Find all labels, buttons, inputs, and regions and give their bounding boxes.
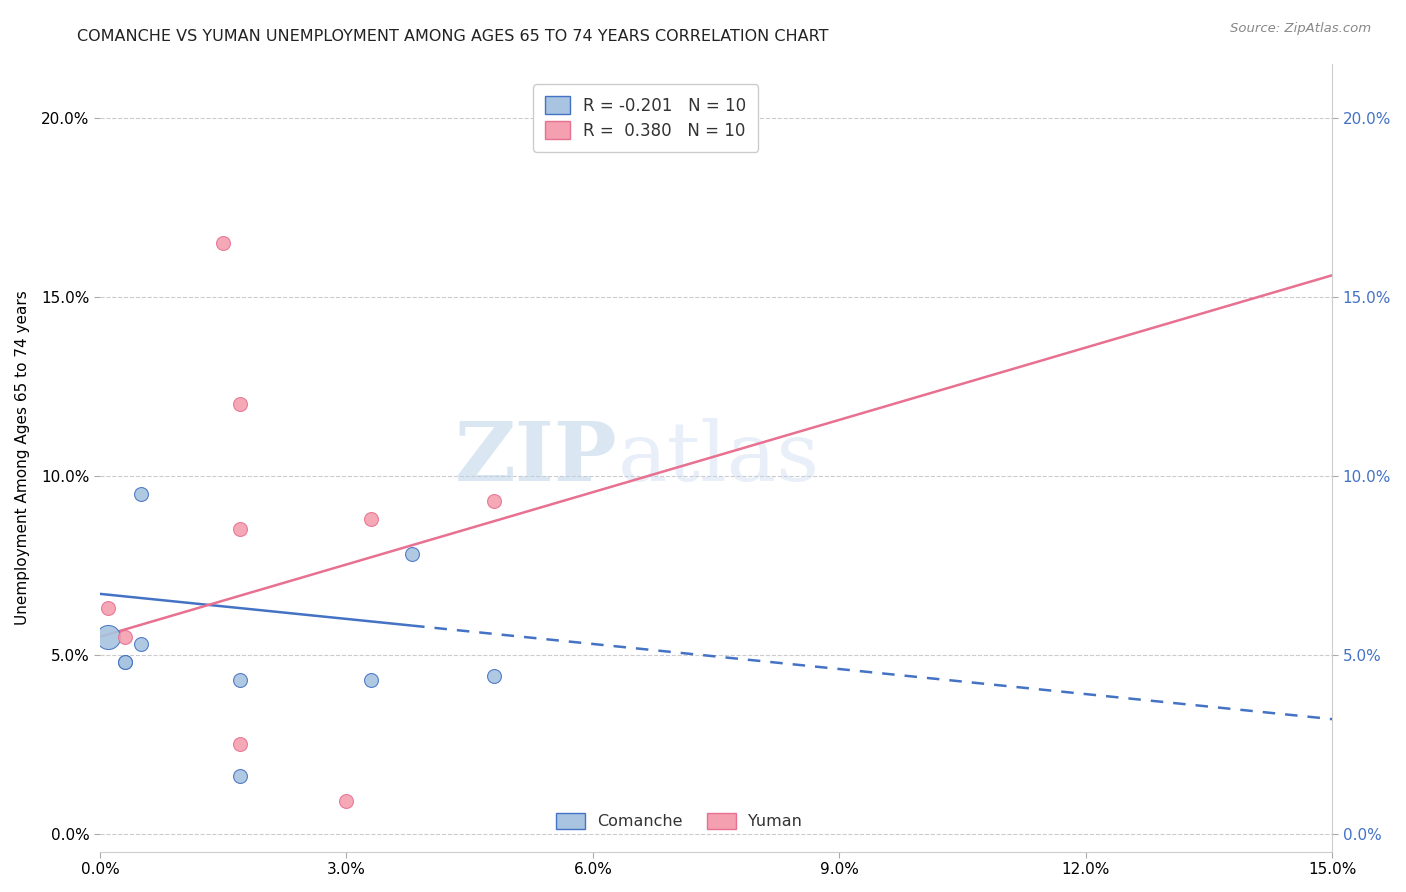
Text: Source: ZipAtlas.com: Source: ZipAtlas.com	[1230, 22, 1371, 36]
Point	[335, 795, 357, 809]
Point	[484, 493, 506, 508]
Text: COMANCHE VS YUMAN UNEMPLOYMENT AMONG AGES 65 TO 74 YEARS CORRELATION CHART: COMANCHE VS YUMAN UNEMPLOYMENT AMONG AGE…	[77, 29, 828, 44]
Point	[228, 523, 250, 537]
Point	[114, 655, 136, 669]
Point	[228, 737, 250, 751]
Point	[681, 128, 703, 143]
Point	[97, 630, 120, 644]
Text: atlas: atlas	[617, 417, 820, 498]
Text: ZIP: ZIP	[456, 417, 617, 498]
Point	[97, 601, 120, 615]
Point	[360, 511, 382, 525]
Point	[212, 235, 235, 250]
Point	[114, 630, 136, 644]
Point	[129, 637, 152, 651]
Point	[360, 673, 382, 687]
Y-axis label: Unemployment Among Ages 65 to 74 years: Unemployment Among Ages 65 to 74 years	[15, 291, 30, 625]
Legend: Comanche, Yuman: Comanche, Yuman	[550, 806, 808, 836]
Point	[129, 486, 152, 500]
Point	[401, 548, 423, 562]
Point	[228, 397, 250, 411]
Point	[228, 673, 250, 687]
Point	[484, 669, 506, 683]
Point	[114, 655, 136, 669]
Point	[228, 769, 250, 783]
